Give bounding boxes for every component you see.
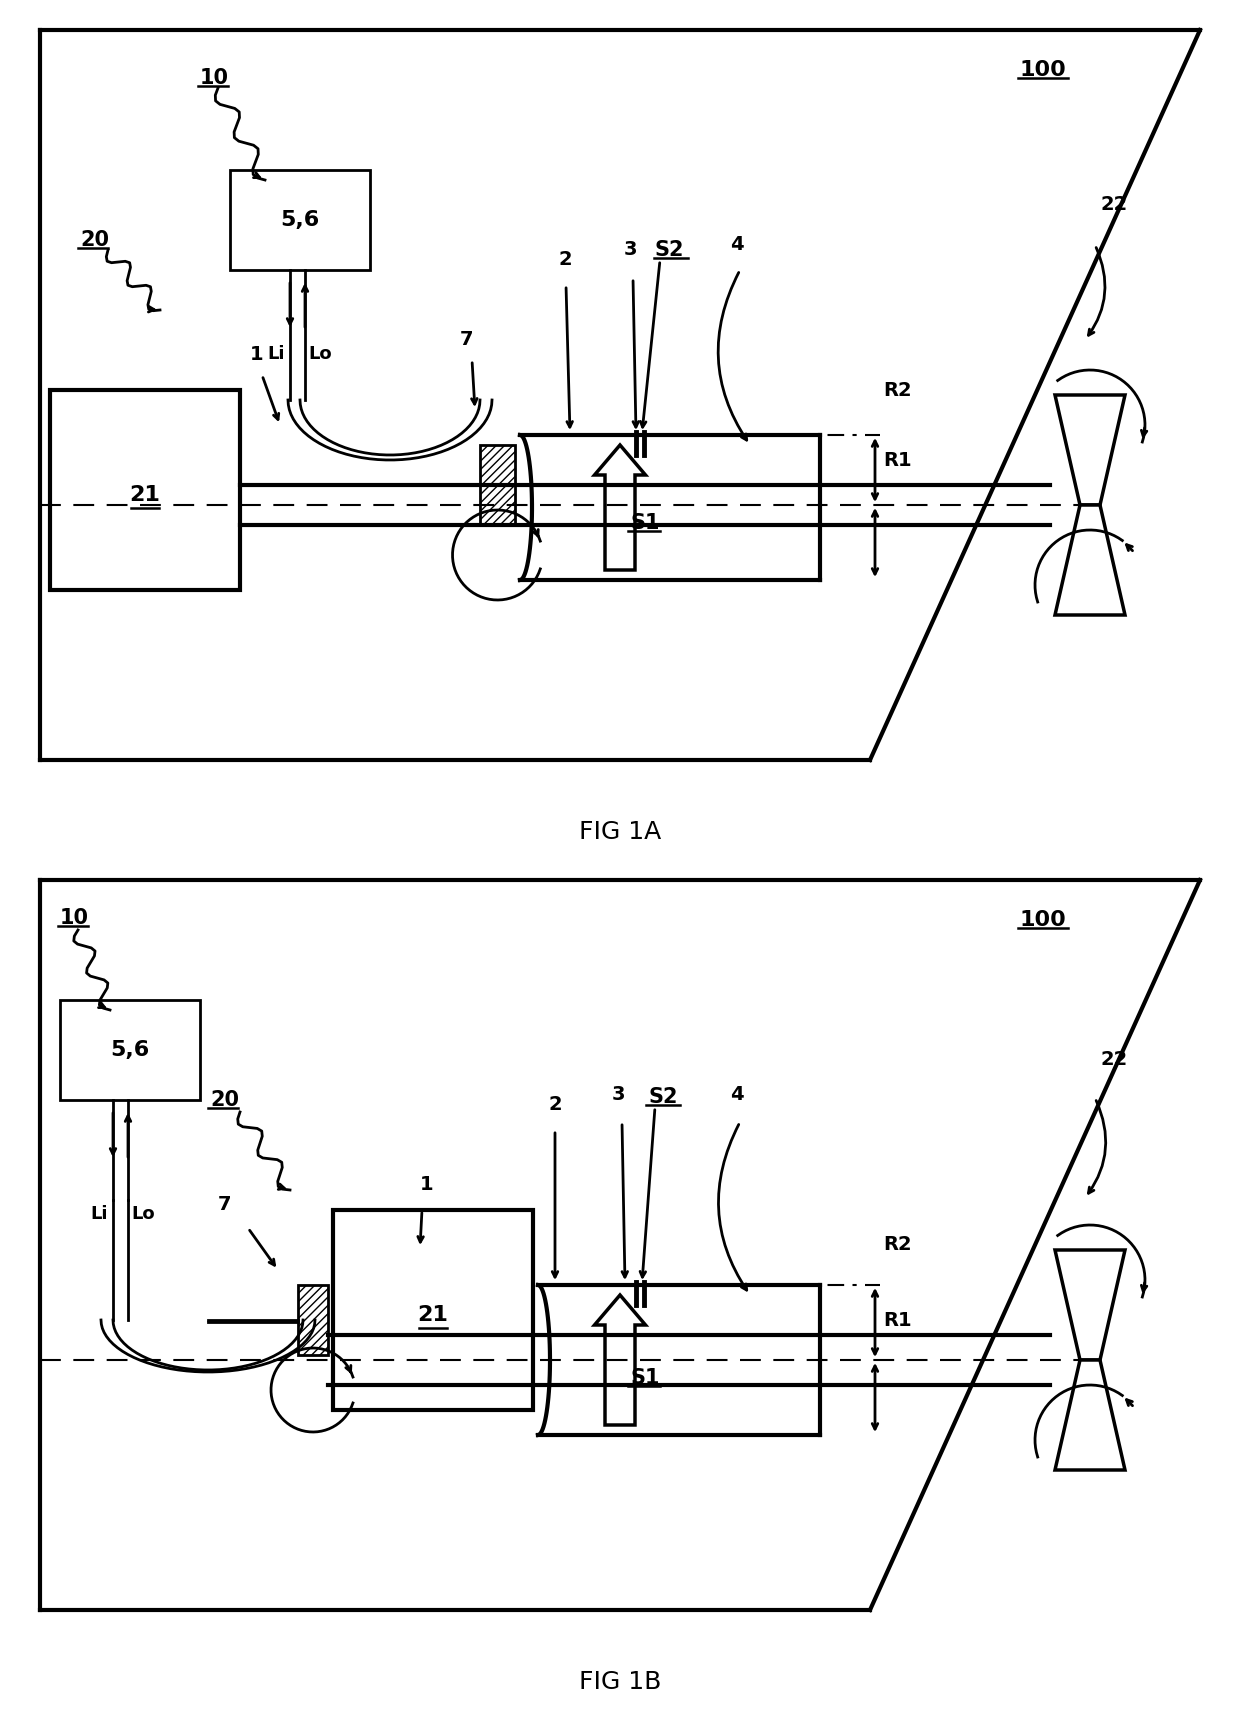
Polygon shape	[594, 446, 646, 570]
Bar	[60, 1001, 200, 1101]
Text: 4: 4	[730, 1085, 744, 1104]
Text: R2: R2	[883, 380, 911, 399]
Text: 1: 1	[250, 346, 264, 365]
Text: 1: 1	[420, 1175, 434, 1194]
Text: S1: S1	[630, 1369, 660, 1388]
Text: S1: S1	[630, 513, 660, 532]
Text: 3: 3	[611, 1085, 625, 1104]
Text: S2: S2	[655, 240, 684, 259]
Text: Li: Li	[268, 346, 285, 363]
Bar	[480, 446, 515, 525]
Text: S2: S2	[649, 1087, 677, 1108]
Text: 22: 22	[1100, 195, 1127, 214]
Text: Lo: Lo	[131, 1204, 155, 1223]
Text: 20: 20	[210, 1090, 239, 1109]
Text: Li: Li	[91, 1204, 108, 1223]
Text: 3: 3	[624, 240, 637, 259]
Text: 10: 10	[60, 907, 89, 928]
Polygon shape	[1055, 505, 1125, 615]
Text: 20: 20	[81, 230, 109, 251]
Text: 100: 100	[1021, 60, 1066, 79]
Text: 7: 7	[460, 330, 474, 349]
Text: 7: 7	[218, 1196, 232, 1215]
Text: 10: 10	[200, 67, 229, 88]
Bar	[50, 391, 241, 589]
Text: 21: 21	[418, 1305, 449, 1325]
Text: 100: 100	[1021, 911, 1066, 930]
Text: 22: 22	[1100, 1051, 1127, 1070]
Text: 5,6: 5,6	[110, 1040, 150, 1059]
Text: R1: R1	[883, 451, 911, 470]
Polygon shape	[1055, 1360, 1125, 1471]
Text: FIG 1A: FIG 1A	[579, 821, 661, 843]
Text: 4: 4	[730, 235, 744, 254]
Bar	[229, 169, 370, 270]
Polygon shape	[1055, 396, 1125, 505]
Text: 2: 2	[548, 1096, 562, 1115]
Polygon shape	[1055, 1249, 1125, 1360]
Text: 21: 21	[129, 486, 160, 505]
Text: R1: R1	[883, 1310, 911, 1329]
Text: Lo: Lo	[308, 346, 331, 363]
Polygon shape	[594, 1294, 646, 1426]
Text: FIG 1B: FIG 1B	[579, 1669, 661, 1693]
Text: 5,6: 5,6	[280, 211, 320, 230]
Bar	[334, 1210, 533, 1410]
Text: 2: 2	[558, 251, 572, 270]
Bar	[298, 1286, 329, 1355]
Text: R2: R2	[883, 1236, 911, 1255]
